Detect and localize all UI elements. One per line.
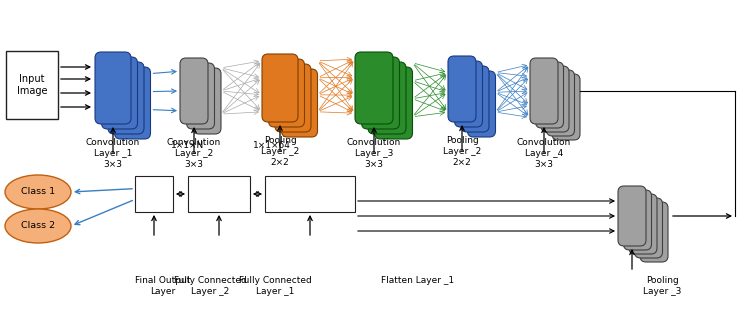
FancyBboxPatch shape bbox=[547, 70, 575, 136]
FancyBboxPatch shape bbox=[135, 176, 173, 212]
FancyBboxPatch shape bbox=[530, 58, 558, 124]
Text: Convolution
Layer _3
3×3: Convolution Layer _3 3×3 bbox=[347, 138, 401, 169]
FancyBboxPatch shape bbox=[541, 66, 569, 132]
Text: Class 1: Class 1 bbox=[21, 187, 55, 196]
FancyBboxPatch shape bbox=[262, 54, 298, 122]
FancyBboxPatch shape bbox=[552, 74, 580, 140]
FancyBboxPatch shape bbox=[355, 52, 393, 124]
FancyBboxPatch shape bbox=[629, 194, 657, 254]
FancyBboxPatch shape bbox=[448, 56, 476, 122]
FancyBboxPatch shape bbox=[362, 57, 399, 129]
Text: 1×1×N: 1×1×N bbox=[171, 142, 205, 151]
Text: Pooling
Layer _2
2×2: Pooling Layer _2 2×2 bbox=[443, 136, 481, 167]
FancyBboxPatch shape bbox=[186, 63, 214, 129]
FancyBboxPatch shape bbox=[95, 52, 131, 124]
FancyBboxPatch shape bbox=[535, 62, 563, 128]
Text: Convolution
Layer _4
3×3: Convolution Layer _4 3×3 bbox=[517, 138, 571, 169]
FancyBboxPatch shape bbox=[180, 58, 208, 124]
Text: Pooling
Layer _2
2×2: Pooling Layer _2 2×2 bbox=[261, 136, 299, 167]
FancyBboxPatch shape bbox=[101, 57, 137, 129]
Text: Convolution
Layer _1
3×3: Convolution Layer _1 3×3 bbox=[86, 138, 140, 169]
Ellipse shape bbox=[5, 209, 71, 243]
FancyBboxPatch shape bbox=[115, 67, 150, 139]
Text: Input
Image: Input Image bbox=[17, 74, 48, 96]
FancyBboxPatch shape bbox=[265, 176, 355, 212]
FancyBboxPatch shape bbox=[618, 186, 646, 246]
Text: Flatten Layer _1: Flatten Layer _1 bbox=[381, 276, 455, 285]
FancyBboxPatch shape bbox=[624, 190, 652, 250]
Text: Fully Connected
Layer _2: Fully Connected Layer _2 bbox=[174, 276, 246, 296]
FancyBboxPatch shape bbox=[193, 68, 221, 134]
Ellipse shape bbox=[5, 175, 71, 209]
FancyBboxPatch shape bbox=[634, 198, 662, 258]
FancyBboxPatch shape bbox=[282, 69, 318, 137]
FancyBboxPatch shape bbox=[6, 51, 58, 119]
FancyBboxPatch shape bbox=[269, 59, 304, 127]
FancyBboxPatch shape bbox=[455, 61, 482, 127]
Text: Fully Connected
Layer _1: Fully Connected Layer _1 bbox=[239, 276, 311, 296]
Text: Class 2: Class 2 bbox=[21, 221, 55, 230]
FancyBboxPatch shape bbox=[461, 66, 489, 132]
FancyBboxPatch shape bbox=[108, 62, 144, 134]
FancyBboxPatch shape bbox=[374, 67, 412, 139]
Text: 1×1×64: 1×1×64 bbox=[253, 142, 291, 151]
Text: Pooling
Layer _3: Pooling Layer _3 bbox=[643, 276, 681, 296]
FancyBboxPatch shape bbox=[640, 202, 668, 262]
Text: Convolution
Layer _2
3×3: Convolution Layer _2 3×3 bbox=[167, 138, 221, 169]
FancyBboxPatch shape bbox=[467, 71, 495, 137]
Text: Final Output
Layer: Final Output Layer bbox=[135, 276, 191, 296]
FancyBboxPatch shape bbox=[188, 176, 250, 212]
FancyBboxPatch shape bbox=[368, 62, 406, 134]
FancyBboxPatch shape bbox=[275, 64, 311, 132]
